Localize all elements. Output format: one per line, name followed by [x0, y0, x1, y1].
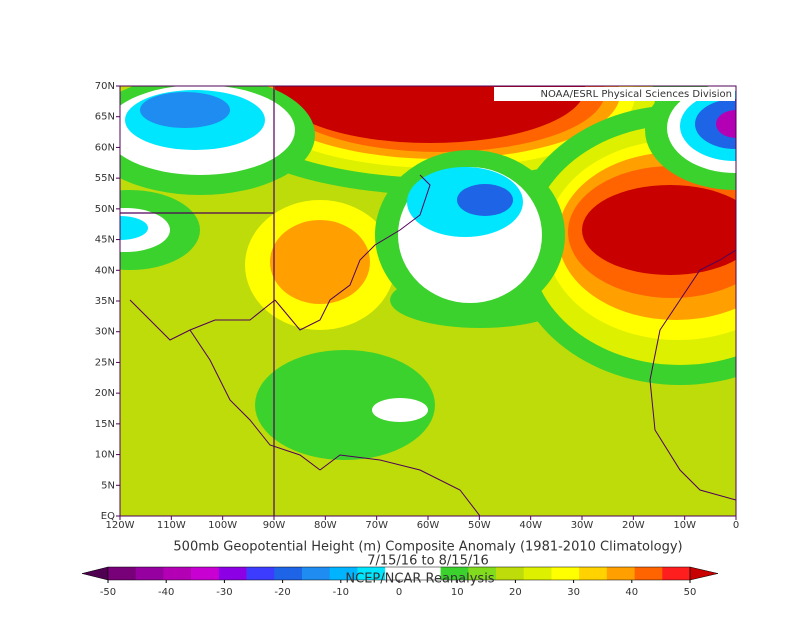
contour: [716, 110, 736, 138]
x-tick-label: 10W: [673, 520, 696, 531]
colorbar-segment: [329, 567, 358, 580]
y-tick-label: 55N: [95, 173, 115, 184]
colorbar-segment: [662, 567, 691, 580]
y-tick-label: 70N: [95, 81, 115, 92]
y-tick-label: 10N: [95, 450, 115, 461]
contour: [140, 92, 230, 128]
x-tick-label: 110W: [157, 520, 186, 531]
y-tick-label: 45N: [95, 235, 115, 246]
colorbar-label: -40: [158, 587, 174, 598]
colorbar-segment: [523, 567, 552, 580]
colorbar-label: -20: [274, 587, 290, 598]
x-tick-label: 120W: [106, 520, 135, 531]
x-tick-label: 80W: [314, 520, 337, 531]
contour: [582, 185, 736, 275]
colorbar-segment: [357, 567, 386, 580]
y-tick-label: 35N: [95, 296, 115, 307]
colorbar-label: 40: [625, 587, 638, 598]
title: 500mb Geopotential Height (m) Composite …: [173, 540, 682, 555]
contour: [120, 216, 148, 240]
colorbar-segment: [606, 567, 635, 580]
contour: [270, 220, 370, 304]
x-tick-label: 60W: [417, 520, 440, 531]
credit: NOAA/ESRL Physical Sciences Division: [541, 89, 733, 100]
colorbar-label: 50: [684, 587, 697, 598]
colorbar-segment: [634, 567, 663, 580]
x-tick-label: 100W: [208, 520, 237, 531]
colorbar-segment: [274, 567, 303, 580]
colorbar: -50 -40 -30 -20 -10 0 10 20 30 40 50: [81, 566, 719, 598]
colorbar-segment: [163, 567, 192, 580]
colorbar-label: 20: [509, 587, 522, 598]
y-tick-label: EQ: [101, 511, 115, 522]
colorbar-segment: [468, 567, 497, 580]
colorbar-segment: [135, 567, 164, 580]
x-tick-label: 90W: [263, 520, 286, 531]
colorbar-segment: [496, 567, 525, 580]
colorbar-label: -30: [216, 587, 232, 598]
colorbar-segment: [246, 567, 275, 580]
contour: [372, 398, 428, 422]
y-tick-label: 60N: [95, 142, 115, 153]
coastline: [129, 174, 736, 516]
x-tick-label: 30W: [571, 520, 594, 531]
colorbar-label: 10: [451, 587, 464, 598]
source: NCEP/NCAR Reanalysis: [345, 572, 494, 587]
x-tick-label: 50W: [468, 520, 491, 531]
y-tick-label: 50N: [95, 204, 115, 215]
subtitle: 7/15/16 to 8/15/16: [367, 554, 489, 569]
colorbar-label: -50: [100, 587, 116, 598]
x-tick-label: 20W: [622, 520, 645, 531]
colorbar-segment: [412, 567, 441, 580]
colorbar-segment: [218, 567, 247, 580]
x-tick-label: 40W: [519, 520, 542, 531]
contour: [457, 184, 513, 216]
colorbar-label: 30: [567, 587, 580, 598]
x-tick-label: 70W: [365, 520, 388, 531]
colorbar-label: 0: [396, 587, 402, 598]
contour: [255, 350, 435, 460]
colorbar-triangle: [81, 566, 109, 581]
y-tick-label: 25N: [95, 357, 115, 368]
colorbar-segment: [191, 567, 220, 580]
contour: [695, 99, 736, 149]
y-tick-label: 20N: [95, 388, 115, 399]
credit-box: [494, 87, 735, 101]
y-tick-label: 15N: [95, 419, 115, 430]
colorbar-triangle: [689, 566, 719, 581]
y-tick-label: 65N: [95, 112, 115, 123]
y-tick-label: 40N: [95, 265, 115, 276]
colorbar-label: -10: [333, 587, 349, 598]
y-tick-label: 5N: [101, 480, 115, 491]
x-tick-label: 0: [733, 520, 739, 531]
colorbar-segment: [440, 567, 469, 580]
colorbar-segment: [579, 567, 608, 580]
colorbar-segment: [385, 567, 414, 580]
anomaly-field: [120, 86, 736, 516]
colorbar-segment: [551, 567, 580, 580]
y-tick-label: 30N: [95, 327, 115, 338]
colorbar-segment: [302, 567, 331, 580]
colorbar-segment: [108, 567, 137, 580]
